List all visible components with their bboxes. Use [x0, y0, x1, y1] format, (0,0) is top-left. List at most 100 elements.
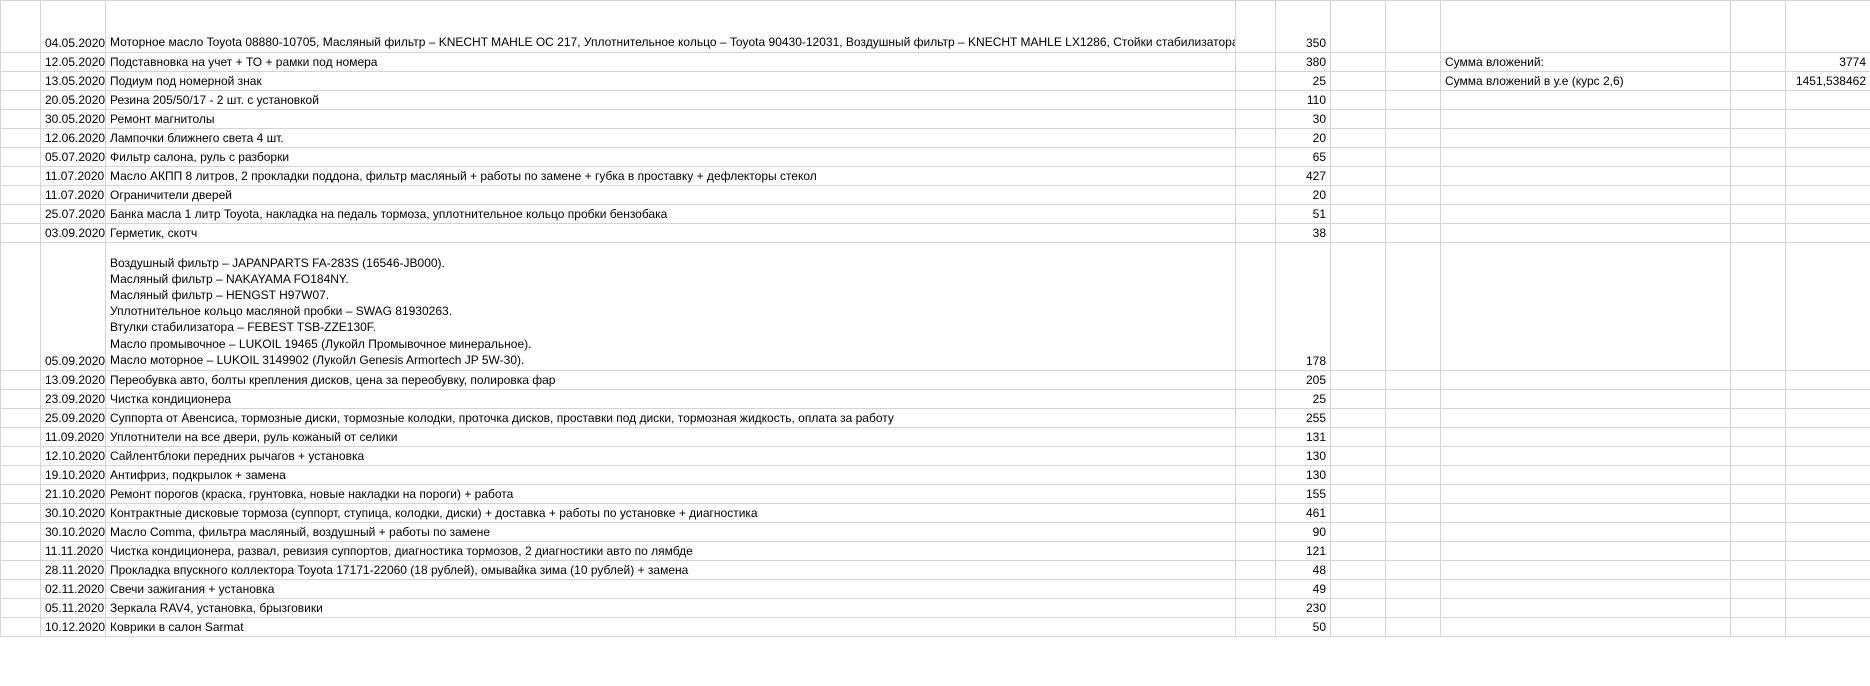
cell-empty[interactable]	[1331, 618, 1386, 637]
cell-date[interactable]: 19.10.2020	[41, 466, 106, 485]
cell-empty[interactable]	[1386, 224, 1441, 243]
cell-description[interactable]: Свечи зажигания + установка	[106, 580, 1236, 599]
cell-summary-value[interactable]	[1786, 561, 1870, 580]
cell-empty[interactable]	[1386, 485, 1441, 504]
spreadsheet-table[interactable]: 04.05.2020Моторное масло Toyota 08880-10…	[0, 0, 1870, 637]
cell-empty[interactable]	[1, 91, 41, 110]
cell-empty[interactable]	[1386, 371, 1441, 390]
cell-summary-value[interactable]	[1786, 1, 1870, 53]
cell-description[interactable]: Банка масла 1 литр Toyota, накладка на п…	[106, 205, 1236, 224]
cell-date[interactable]: 13.05.2020	[41, 72, 106, 91]
cell-summary-label[interactable]	[1441, 618, 1731, 637]
cell-empty[interactable]	[1236, 523, 1276, 542]
cell-summary-label[interactable]	[1441, 561, 1731, 580]
cell-empty[interactable]	[1, 618, 41, 637]
cell-summary-value[interactable]	[1786, 167, 1870, 186]
cell-summary-label[interactable]	[1441, 167, 1731, 186]
cell-empty[interactable]	[1731, 129, 1786, 148]
cell-empty[interactable]	[1331, 53, 1386, 72]
cell-empty[interactable]	[1731, 167, 1786, 186]
cell-empty[interactable]	[1386, 466, 1441, 485]
table-row[interactable]: 12.10.2020Сайлентблоки передних рычагов …	[1, 447, 1870, 466]
cell-summary-value[interactable]: 3774	[1786, 53, 1870, 72]
cell-summary-value[interactable]	[1786, 580, 1870, 599]
cell-empty[interactable]	[1236, 167, 1276, 186]
table-row[interactable]: 30.10.2020Контрактные дисковые тормоза (…	[1, 504, 1870, 523]
cell-empty[interactable]	[1386, 618, 1441, 637]
cell-summary-label[interactable]	[1441, 504, 1731, 523]
cell-summary-value[interactable]	[1786, 523, 1870, 542]
cell-empty[interactable]	[1731, 148, 1786, 167]
cell-empty[interactable]	[1331, 148, 1386, 167]
cell-summary-value[interactable]	[1786, 371, 1870, 390]
cell-empty[interactable]	[1236, 409, 1276, 428]
table-row[interactable]: 13.09.2020Переобувка авто, болты креплен…	[1, 371, 1870, 390]
cell-description[interactable]: Переобувка авто, болты крепления дисков,…	[106, 371, 1236, 390]
cell-amount[interactable]: 380	[1276, 53, 1331, 72]
cell-summary-value[interactable]	[1786, 390, 1870, 409]
cell-date[interactable]: 21.10.2020	[41, 485, 106, 504]
cell-description[interactable]: Зеркала RAV4, установка, брызговики	[106, 599, 1236, 618]
cell-amount[interactable]: 65	[1276, 148, 1331, 167]
cell-empty[interactable]	[1331, 599, 1386, 618]
cell-summary-value[interactable]	[1786, 129, 1870, 148]
cell-summary-label[interactable]	[1441, 485, 1731, 504]
cell-empty[interactable]	[1386, 390, 1441, 409]
cell-amount[interactable]: 205	[1276, 371, 1331, 390]
cell-summary-value[interactable]	[1786, 409, 1870, 428]
cell-empty[interactable]	[1331, 110, 1386, 129]
cell-amount[interactable]: 25	[1276, 72, 1331, 91]
cell-empty[interactable]	[1236, 390, 1276, 409]
cell-summary-label[interactable]	[1441, 110, 1731, 129]
cell-empty[interactable]	[1386, 110, 1441, 129]
cell-summary-value[interactable]	[1786, 485, 1870, 504]
cell-summary-label[interactable]: Сумма вложений в у.е (курс 2,6)	[1441, 72, 1731, 91]
cell-empty[interactable]	[1236, 224, 1276, 243]
cell-empty[interactable]	[1, 110, 41, 129]
cell-empty[interactable]	[1331, 243, 1386, 371]
cell-amount[interactable]: 110	[1276, 91, 1331, 110]
cell-empty[interactable]	[1331, 129, 1386, 148]
cell-empty[interactable]	[1236, 599, 1276, 618]
cell-description[interactable]: Подиум под номерной знак	[106, 72, 1236, 91]
cell-summary-label[interactable]	[1441, 599, 1731, 618]
cell-empty[interactable]	[1, 561, 41, 580]
table-row[interactable]: 03.09.2020Герметик, скотч38	[1, 224, 1870, 243]
cell-empty[interactable]	[1, 148, 41, 167]
cell-date[interactable]: 12.06.2020	[41, 129, 106, 148]
cell-empty[interactable]	[1331, 390, 1386, 409]
cell-empty[interactable]	[1331, 428, 1386, 447]
cell-empty[interactable]	[1331, 523, 1386, 542]
cell-empty[interactable]	[1, 599, 41, 618]
cell-amount[interactable]: 130	[1276, 466, 1331, 485]
cell-empty[interactable]	[1331, 485, 1386, 504]
cell-amount[interactable]: 130	[1276, 447, 1331, 466]
cell-date[interactable]: 03.09.2020	[41, 224, 106, 243]
cell-description[interactable]: Резина 205/50/17 - 2 шт. с установкой	[106, 91, 1236, 110]
cell-amount[interactable]: 131	[1276, 428, 1331, 447]
table-row[interactable]: 19.10.2020Антифриз, подкрылок + замена13…	[1, 466, 1870, 485]
table-row[interactable]: 11.11.2020Чистка кондиционера, развал, р…	[1, 542, 1870, 561]
cell-empty[interactable]	[1331, 447, 1386, 466]
cell-description[interactable]: Лампочки ближнего света 4 шт.	[106, 129, 1236, 148]
cell-empty[interactable]	[1236, 110, 1276, 129]
cell-description[interactable]: Воздушный фильтр – JAPANPARTS FA-283S (1…	[106, 243, 1236, 371]
cell-empty[interactable]	[1386, 129, 1441, 148]
cell-date[interactable]: 12.10.2020	[41, 447, 106, 466]
cell-empty[interactable]	[1386, 186, 1441, 205]
cell-amount[interactable]: 255	[1276, 409, 1331, 428]
cell-amount[interactable]: 20	[1276, 129, 1331, 148]
cell-summary-label[interactable]	[1441, 542, 1731, 561]
cell-empty[interactable]	[1331, 409, 1386, 428]
cell-description[interactable]: Чистка кондиционера	[106, 390, 1236, 409]
cell-amount[interactable]: 49	[1276, 580, 1331, 599]
cell-description[interactable]: Контрактные дисковые тормоза (суппорт, с…	[106, 504, 1236, 523]
cell-date[interactable]: 20.05.2020	[41, 91, 106, 110]
cell-empty[interactable]	[1, 224, 41, 243]
cell-date[interactable]: 25.09.2020	[41, 409, 106, 428]
cell-summary-label[interactable]	[1441, 186, 1731, 205]
cell-empty[interactable]	[1731, 1, 1786, 53]
cell-empty[interactable]	[1731, 72, 1786, 91]
cell-amount[interactable]: 90	[1276, 523, 1331, 542]
cell-summary-label[interactable]	[1441, 243, 1731, 371]
